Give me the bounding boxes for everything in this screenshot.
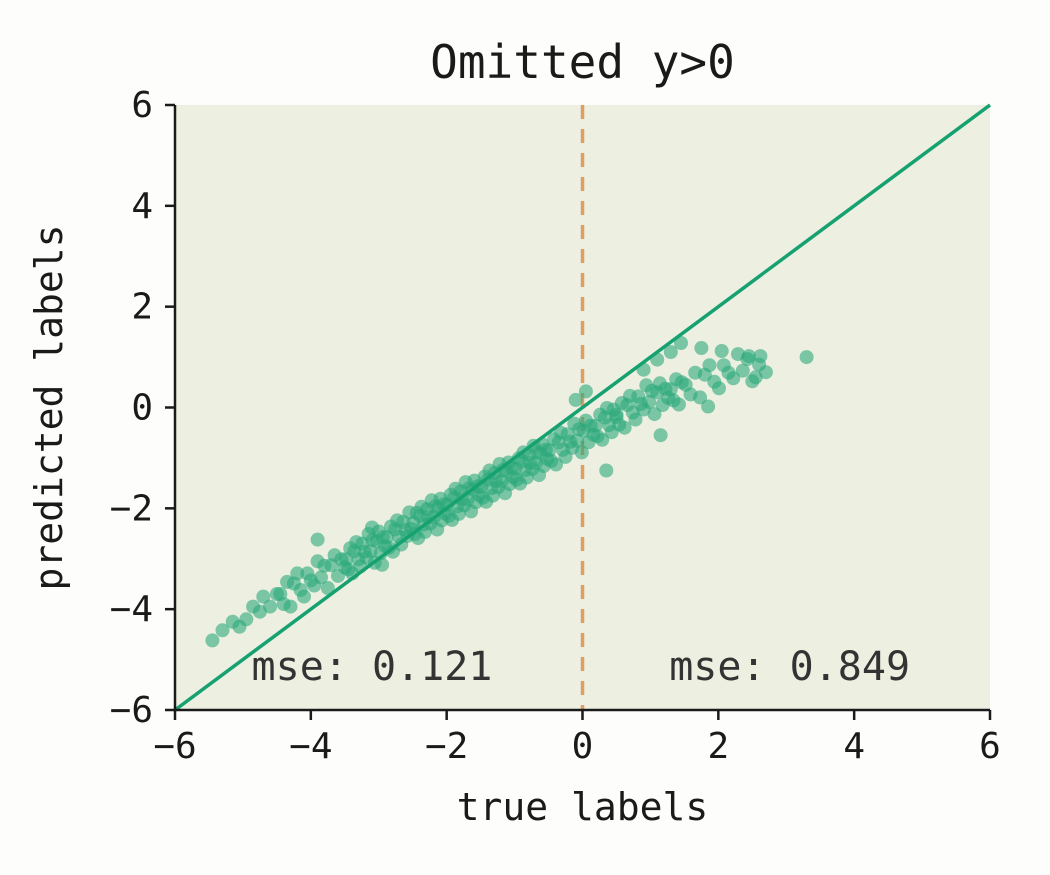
- scatter-point: [714, 344, 729, 358]
- scatter-point: [642, 395, 657, 409]
- scatter-point: [256, 589, 271, 604]
- scatter-point: [542, 443, 557, 458]
- y-axis-label: predicted labels: [27, 224, 71, 590]
- scatter-point: [647, 407, 662, 422]
- scatter-point: [702, 358, 717, 373]
- scatter-point: [297, 589, 311, 604]
- scatter-point: [617, 420, 632, 435]
- scatter-point: [314, 570, 328, 585]
- y-tick-label: 2: [131, 287, 153, 328]
- x-axis-label: true labels: [457, 785, 709, 829]
- y-tick-label: −2: [110, 488, 153, 529]
- scatter-point: [320, 581, 335, 595]
- scatter-point: [215, 623, 230, 638]
- tick-labels-layer: −6 −4 −2 0 2 4 6 −6 −4 −2 0 2 4 6: [110, 85, 1001, 767]
- scatter-point: [549, 457, 563, 472]
- scatter-point: [595, 432, 610, 447]
- scatter-point: [570, 433, 585, 448]
- annotation-mse-left: mse: 0.121: [252, 644, 493, 690]
- annotations-layer: mse: 0.121 mse: 0.849: [252, 644, 911, 690]
- identity-line: [173, 103, 992, 712]
- scatter-point: [283, 599, 298, 614]
- scatter-point: [753, 349, 768, 364]
- scatter-point: [799, 350, 814, 365]
- identity-line-layer: [173, 103, 992, 712]
- scatter-point: [568, 392, 583, 407]
- x-tick-label: 6: [979, 726, 1001, 767]
- scatter-point: [290, 566, 305, 581]
- annotation-mse-right: mse: 0.849: [669, 644, 910, 690]
- scatter-point: [712, 381, 726, 396]
- scatter-point: [693, 390, 707, 405]
- chart-title: Omitted y>0: [430, 35, 735, 89]
- y-tick-label: 0: [131, 388, 153, 429]
- x-tick-label: 2: [707, 726, 729, 767]
- scatter-point: [574, 445, 589, 460]
- x-tick-label: −6: [153, 726, 196, 767]
- scatter-point: [671, 397, 686, 412]
- x-tick-label: 0: [572, 726, 594, 767]
- scatter-point: [663, 345, 678, 359]
- x-tick-label: −2: [425, 726, 468, 767]
- scatter-point: [628, 412, 643, 427]
- y-tick-label: 4: [131, 186, 153, 227]
- y-tick-label: −6: [110, 690, 153, 731]
- scatter-point: [741, 349, 756, 364]
- y-tick-label: 6: [131, 85, 153, 126]
- scatter-point: [578, 384, 593, 399]
- scatter-point: [674, 336, 688, 350]
- scatter-point: [726, 371, 741, 386]
- scatter-point: [375, 557, 390, 572]
- y-tick-label: −4: [110, 589, 153, 630]
- scatter-point: [694, 341, 709, 355]
- scatter-point: [599, 463, 614, 478]
- scatter-point: [588, 418, 603, 433]
- scatter-point: [263, 599, 278, 614]
- scatter-point: [310, 532, 325, 547]
- axis-ticks-layer: [165, 103, 992, 720]
- scatter-point: [701, 399, 716, 414]
- scatter-point: [239, 612, 254, 627]
- scatter-point: [748, 370, 763, 385]
- x-tick-label: 4: [843, 726, 865, 767]
- x-tick-label: −4: [289, 726, 332, 767]
- scatter-point: [735, 363, 750, 378]
- scatter-point: [653, 428, 668, 443]
- scatter-point: [365, 520, 379, 535]
- scatter-point: [205, 633, 220, 648]
